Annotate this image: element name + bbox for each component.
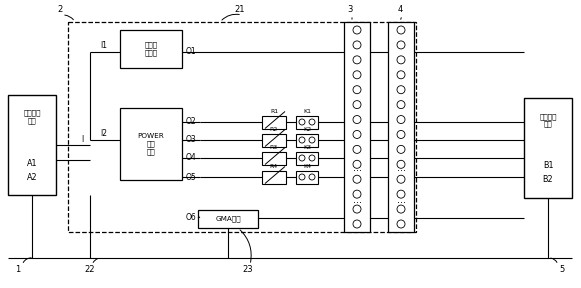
Text: K3: K3	[303, 145, 311, 150]
Circle shape	[397, 86, 405, 94]
Circle shape	[353, 26, 361, 34]
Bar	[262, 151, 286, 164]
Circle shape	[353, 220, 361, 228]
Bar	[388, 22, 414, 232]
Bar	[296, 115, 318, 128]
Circle shape	[309, 119, 315, 125]
Text: B1: B1	[543, 162, 553, 170]
Text: B2: B2	[543, 175, 553, 185]
Text: 3: 3	[347, 5, 353, 14]
Text: 5: 5	[560, 266, 565, 274]
Circle shape	[397, 41, 405, 49]
Text: ...: ...	[353, 195, 361, 205]
Circle shape	[397, 190, 405, 198]
Circle shape	[397, 130, 405, 139]
Circle shape	[309, 137, 315, 143]
Circle shape	[299, 137, 305, 143]
Circle shape	[353, 160, 361, 168]
Circle shape	[353, 86, 361, 94]
Bar	[344, 22, 370, 232]
Circle shape	[299, 119, 305, 125]
Circle shape	[397, 71, 405, 79]
Text: R2: R2	[270, 127, 278, 132]
Circle shape	[397, 175, 405, 183]
Text: O2: O2	[186, 118, 196, 126]
Text: GMA电路: GMA电路	[215, 216, 241, 222]
Text: I1: I1	[101, 41, 107, 50]
Text: O3: O3	[186, 135, 197, 145]
Circle shape	[353, 101, 361, 109]
Text: K2: K2	[303, 127, 311, 132]
Text: 22: 22	[85, 266, 95, 274]
Text: O5: O5	[186, 173, 197, 181]
Circle shape	[353, 145, 361, 154]
Text: I2: I2	[101, 130, 107, 139]
Bar	[120, 30, 182, 68]
Circle shape	[353, 41, 361, 49]
Text: 信号输出
接口: 信号输出 接口	[539, 113, 557, 127]
Circle shape	[309, 174, 315, 180]
Text: 21: 21	[235, 5, 245, 14]
Bar	[262, 170, 286, 183]
Circle shape	[299, 155, 305, 161]
Text: R3: R3	[270, 145, 278, 150]
Circle shape	[353, 115, 361, 124]
Text: O6: O6	[186, 213, 197, 223]
Circle shape	[353, 71, 361, 79]
Bar	[120, 108, 182, 180]
Bar	[262, 134, 286, 147]
Text: R4: R4	[270, 164, 278, 169]
Text: 4: 4	[397, 5, 403, 14]
Text: I: I	[82, 135, 84, 145]
Circle shape	[353, 56, 361, 64]
Circle shape	[397, 115, 405, 124]
Bar	[68, 22, 416, 232]
Text: ...: ...	[396, 195, 406, 205]
Text: 23: 23	[243, 266, 253, 274]
Bar	[198, 210, 258, 228]
Text: ...: ...	[396, 163, 406, 173]
Circle shape	[397, 160, 405, 168]
Text: O1: O1	[186, 48, 196, 56]
Bar	[524, 98, 572, 198]
Circle shape	[353, 205, 361, 213]
Text: POWER
升压
电路: POWER 升压 电路	[138, 133, 164, 155]
Circle shape	[299, 174, 305, 180]
Circle shape	[353, 190, 361, 198]
Bar	[296, 151, 318, 164]
Circle shape	[397, 26, 405, 34]
Circle shape	[309, 155, 315, 161]
Text: K4: K4	[303, 164, 311, 169]
Text: 背光升
压电路: 背光升 压电路	[145, 42, 157, 56]
Circle shape	[353, 130, 361, 139]
Text: 2: 2	[58, 5, 63, 14]
Bar	[262, 115, 286, 128]
Text: K1: K1	[303, 109, 311, 114]
Circle shape	[397, 205, 405, 213]
Bar	[296, 134, 318, 147]
Bar	[8, 95, 56, 195]
Bar	[296, 170, 318, 183]
Text: ...: ...	[353, 163, 361, 173]
Text: 1: 1	[15, 266, 20, 274]
Text: A2: A2	[27, 173, 37, 181]
Circle shape	[397, 145, 405, 154]
Text: R1: R1	[270, 109, 278, 114]
Circle shape	[397, 56, 405, 64]
Circle shape	[353, 175, 361, 183]
Text: 信号输入
接口: 信号输入 接口	[23, 110, 41, 124]
Text: O4: O4	[186, 154, 197, 162]
Text: A1: A1	[27, 158, 37, 168]
Circle shape	[397, 101, 405, 109]
Circle shape	[397, 220, 405, 228]
